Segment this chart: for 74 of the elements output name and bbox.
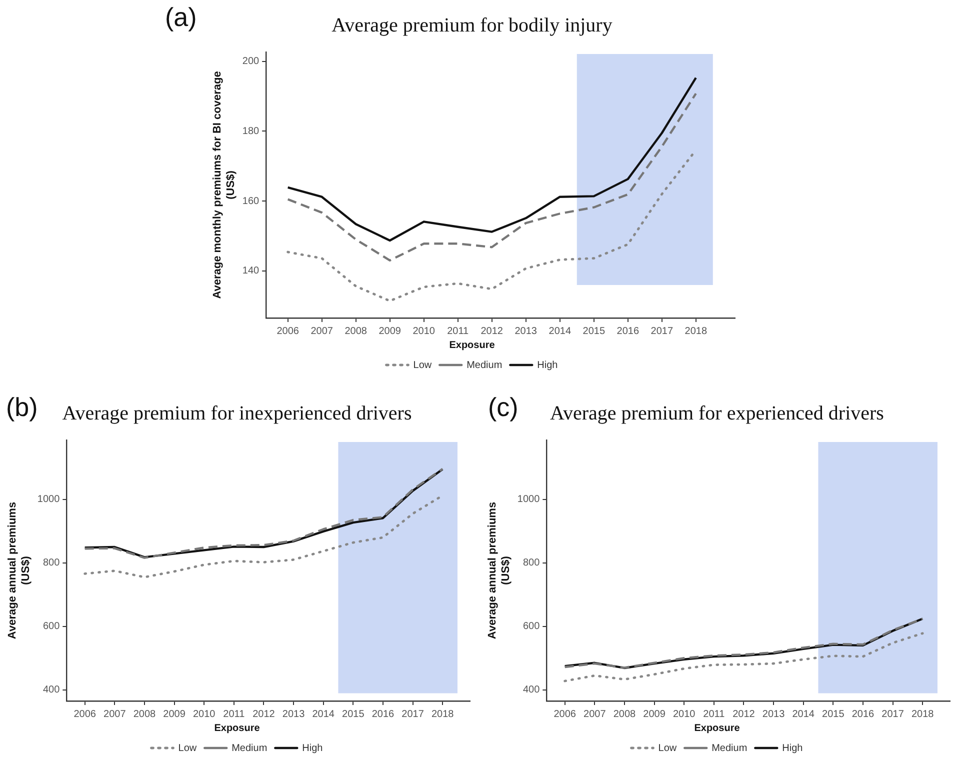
legend-label: High <box>537 360 558 371</box>
y-tick-label: 400 <box>522 684 540 696</box>
x-tick-label: 2015 <box>342 708 365 720</box>
legend-label: Medium <box>466 360 502 371</box>
legend-label: Low <box>178 742 198 754</box>
x-tick-label: 2016 <box>852 708 875 720</box>
x-tick-label: 2010 <box>672 708 696 720</box>
legend-title: Exposure <box>694 722 740 734</box>
x-tick-label: 2017 <box>650 326 674 337</box>
y-tick-label: 800 <box>42 558 60 569</box>
x-tick-label: 2011 <box>223 708 246 720</box>
x-tick-label: 2014 <box>792 708 815 720</box>
x-tick-label: 2010 <box>412 326 436 337</box>
legend-label: Medium <box>232 742 268 754</box>
x-tick-label: 2018 <box>911 708 934 720</box>
x-tick-label: 2006 <box>276 326 300 337</box>
x-tick-label: 2008 <box>133 708 156 720</box>
legend-label: High <box>302 742 323 754</box>
x-tick-label: 2006 <box>74 708 96 720</box>
chart-title: Average premium for experienced drivers <box>550 402 884 424</box>
y-tick-label: 1000 <box>517 494 540 506</box>
y-tick-label: 800 <box>522 558 540 569</box>
x-tick-label: 2006 <box>554 708 576 720</box>
x-tick-label: 2014 <box>312 708 335 720</box>
x-tick-label: 2009 <box>643 708 666 720</box>
text: (a) <box>165 2 197 33</box>
chart-title: Average premium for inexperienced drivers <box>62 402 412 424</box>
y-tick-label: 140 <box>242 266 260 277</box>
line-series <box>286 92 697 262</box>
legend-label: Low <box>658 742 678 754</box>
text: (c) <box>488 392 518 423</box>
x-tick-label: 2017 <box>402 708 424 720</box>
y-tick-label: 160 <box>242 196 260 207</box>
x-tick-label: 2013 <box>762 708 786 720</box>
y-tick-label: 200 <box>242 56 260 68</box>
x-tick-label: 2007 <box>584 708 606 720</box>
x-tick-label: 2007 <box>104 708 126 720</box>
x-tick-label: 2011 <box>703 708 726 720</box>
x-tick-label: 2011 <box>447 326 470 337</box>
x-tick-label: 2007 <box>310 326 334 337</box>
x-tick-label: 2010 <box>192 708 216 720</box>
legend-title: Exposure <box>214 722 260 734</box>
x-tick-label: 2013 <box>514 326 538 337</box>
x-tick-label: 2009 <box>378 326 402 337</box>
y-tick-label: 400 <box>42 684 60 696</box>
y-axis-title: Average annual premiums (US$) <box>6 502 32 640</box>
legend-label: High <box>782 742 803 754</box>
x-tick-label: 2016 <box>372 708 395 720</box>
legend-label: Low <box>413 360 432 371</box>
x-tick-label: 2015 <box>822 708 845 720</box>
y-tick-label: 180 <box>242 126 260 137</box>
x-tick-label: 2009 <box>163 708 186 720</box>
x-tick-label: 2012 <box>480 326 504 337</box>
x-tick-label: 2012 <box>252 708 276 720</box>
x-tick-label: 2008 <box>344 326 368 337</box>
y-axis-title: Average monthly premiums for BI coverage (US$) <box>212 71 237 299</box>
y-tick-label: 600 <box>42 621 60 632</box>
x-tick-label: 2015 <box>582 326 606 337</box>
x-tick-label: 2018 <box>684 326 708 337</box>
x-tick-label: 2013 <box>282 708 306 720</box>
x-tick-label: 2017 <box>882 708 904 720</box>
legend-label: Medium <box>712 742 748 754</box>
x-tick-label: 2016 <box>616 326 640 337</box>
x-tick-label: 2018 <box>431 708 454 720</box>
legend-title: Exposure <box>449 340 496 351</box>
y-tick-label: 1000 <box>37 494 60 506</box>
chart-title: Average premium for bodily injury <box>332 14 612 36</box>
y-tick-label: 600 <box>522 621 540 632</box>
line-series <box>564 632 924 682</box>
x-tick-label: 2008 <box>613 708 636 720</box>
x-tick-label: 2014 <box>548 326 572 337</box>
x-tick-label: 2012 <box>732 708 756 720</box>
text: (b) <box>6 392 38 423</box>
y-axis-title: Average annual premiums (US$) <box>486 502 512 640</box>
